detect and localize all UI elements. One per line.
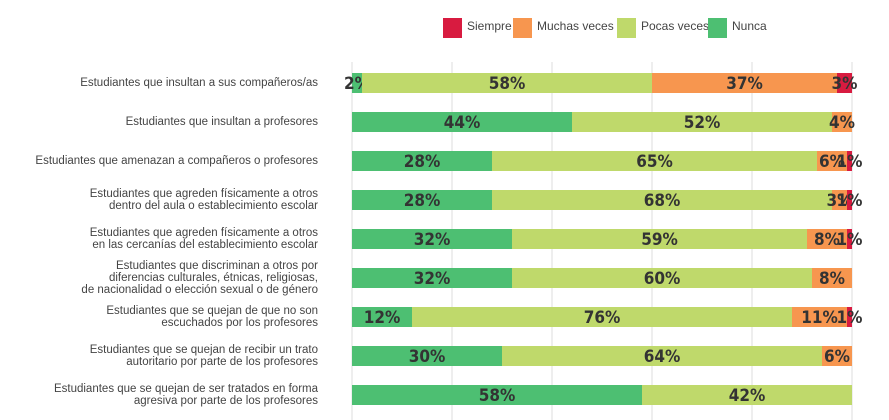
value-label: 28% <box>404 191 441 211</box>
value-label: 30% <box>409 347 446 367</box>
value-label: 1% <box>837 191 863 211</box>
bar-segment <box>362 73 652 93</box>
bar-segment <box>492 190 832 210</box>
bar-segment <box>352 268 512 288</box>
bar-segment <box>832 112 852 132</box>
bar-segment <box>352 346 502 366</box>
legend-swatch <box>617 18 636 38</box>
category-label: Estudiantes que amenazan a compañeros o … <box>35 155 318 167</box>
value-label: 6% <box>824 347 850 367</box>
legend-label: Muchas veces <box>537 19 614 33</box>
bar-segment <box>352 112 572 132</box>
value-label: 1% <box>837 308 863 328</box>
value-label: 65% <box>636 152 673 172</box>
category-label: Estudiantes que se quejan de que no son … <box>106 305 318 329</box>
bar-segment <box>512 268 812 288</box>
value-label: 64% <box>644 347 681 367</box>
value-label: 4% <box>829 113 855 133</box>
bar-segment <box>792 307 847 327</box>
value-label: 12% <box>364 308 401 328</box>
bar-segment <box>502 346 822 366</box>
bar-segment <box>652 73 837 93</box>
value-label: 60% <box>644 269 681 289</box>
bar-segment <box>837 73 852 93</box>
bar-segment <box>847 229 852 249</box>
bar-segment <box>352 151 492 171</box>
bar-segment <box>352 385 642 405</box>
legend-label: Pocas veces <box>641 19 709 33</box>
value-label: 59% <box>641 230 678 250</box>
bar-segment <box>352 73 362 93</box>
bar-segment <box>817 151 847 171</box>
bar-segment <box>412 307 792 327</box>
value-label: 3% <box>827 191 853 211</box>
bar-segment <box>832 190 847 210</box>
value-label: 76% <box>584 308 621 328</box>
legend-swatch <box>513 18 532 38</box>
bar-segment <box>352 307 412 327</box>
value-label: 8% <box>819 269 845 289</box>
value-label: 44% <box>444 113 481 133</box>
legend-label: Siempre <box>467 19 512 33</box>
category-label: Estudiantes que insultan a sus compañero… <box>80 77 318 89</box>
legend-swatch <box>443 18 462 38</box>
value-label: 42% <box>729 386 766 406</box>
bar-segment <box>822 346 852 366</box>
value-label: 52% <box>684 113 721 133</box>
bar-segment <box>492 151 817 171</box>
legend-swatch <box>708 18 727 38</box>
category-label: Estudiantes que agreden físicamente a ot… <box>89 227 318 251</box>
value-label: 32% <box>414 230 451 250</box>
bar-segment <box>642 385 852 405</box>
category-label: Estudiantes que se quejan de recibir un … <box>89 344 318 368</box>
bar-segment <box>847 190 852 210</box>
value-label: 58% <box>479 386 516 406</box>
value-label: 11% <box>801 308 838 328</box>
category-label: Estudiantes que agreden físicamente a ot… <box>89 188 318 212</box>
value-label: 8% <box>814 230 840 250</box>
value-label: 28% <box>404 152 441 172</box>
bar-segment <box>572 112 832 132</box>
value-label: 37% <box>726 74 763 94</box>
value-label: 68% <box>644 191 681 211</box>
legend-label: Nunca <box>732 19 767 33</box>
value-label: 1% <box>837 230 863 250</box>
bar-segment <box>807 229 847 249</box>
category-label: Estudiantes que insultan a profesores <box>125 116 318 128</box>
value-label: 58% <box>489 74 526 94</box>
value-label: 1% <box>837 152 863 172</box>
value-label: 3% <box>832 74 858 94</box>
bar-segment <box>352 190 492 210</box>
category-label: Estudiantes que se quejan de ser tratado… <box>53 383 318 407</box>
value-label: 6% <box>819 152 845 172</box>
bar-segment <box>812 268 852 288</box>
value-label: 32% <box>414 269 451 289</box>
category-label: Estudiantes que discriminan a otros por … <box>81 260 318 296</box>
bar-segment <box>352 229 512 249</box>
bar-segment <box>847 307 852 327</box>
bar-segment <box>512 229 807 249</box>
bar-segment <box>847 151 852 171</box>
